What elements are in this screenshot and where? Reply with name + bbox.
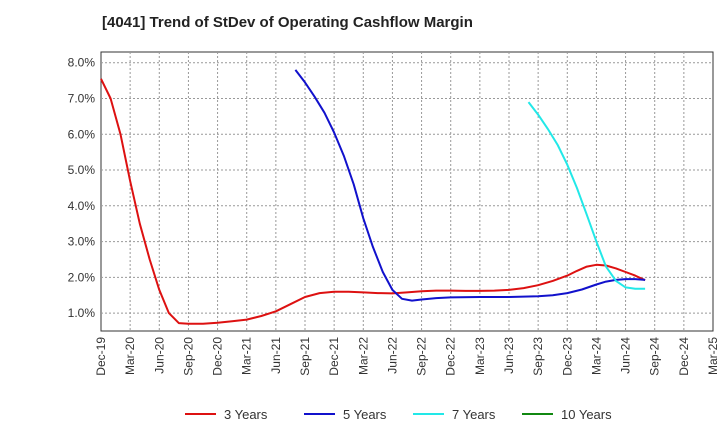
plot-area (100, 51, 714, 332)
chart-title: [4041] Trend of StDev of Operating Cashf… (102, 14, 473, 31)
x-tick-label: Dec-21 (327, 337, 341, 376)
legend: 3 Years 5 Years 7 Years 10 Years (185, 407, 612, 422)
y-tick-label: 1.0% (68, 306, 96, 320)
y-tick-label: 8.0% (68, 56, 96, 70)
y-axis-ticks: 1.0% 2.0% 3.0% 4.0% 5.0% 6.0% 7.0% 8.0% (68, 56, 96, 320)
x-tick-label: Dec-20 (211, 337, 225, 376)
y-tick-label: 4.0% (68, 199, 96, 213)
x-tick-label: Mar-20 (123, 337, 137, 375)
y-tick-label: 3.0% (68, 235, 96, 249)
legend-label: 10 Years (561, 407, 612, 422)
x-axis-ticks: Dec-19 Mar-20 Jun-20 Sep-20 Dec-20 Mar-21 Jun-… (94, 337, 720, 376)
x-tick-label: Dec-23 (560, 337, 574, 376)
x-tick-label: Sep-21 (298, 337, 312, 376)
x-tick-label: Jun-21 (269, 337, 283, 374)
x-tick-label: Jun-23 (502, 337, 516, 374)
series-lines (100, 69, 646, 325)
plot-frame (100, 51, 714, 332)
legend-label: 3 Years (224, 407, 268, 422)
x-tick-label: Sep-23 (531, 337, 545, 376)
series-line-2 (294, 69, 646, 302)
x-tick-label: Sep-24 (648, 337, 662, 376)
y-tick-label: 5.0% (68, 163, 96, 177)
series-line-3 (527, 101, 646, 290)
x-tick-label: Mar-23 (473, 337, 487, 375)
legend-label: 7 Years (452, 407, 496, 422)
y-tick-label: 2.0% (68, 270, 96, 284)
x-tick-label: Sep-20 (181, 337, 195, 376)
grid-lines (101, 52, 713, 331)
x-tick-label: Mar-24 (589, 337, 603, 375)
x-tick-label: Sep-22 (415, 337, 429, 376)
x-tick-label: Jun-22 (385, 337, 399, 374)
x-tick-label: Dec-19 (94, 337, 108, 376)
x-tick-label: Dec-22 (444, 337, 458, 376)
legend-label: 5 Years (343, 407, 387, 422)
x-tick-label: Jun-20 (152, 337, 166, 374)
x-tick-label: Jun-24 (619, 337, 633, 374)
y-tick-label: 6.0% (68, 127, 96, 141)
x-tick-label: Dec-24 (677, 337, 691, 376)
x-tick-label: Mar-21 (240, 337, 254, 375)
y-tick-label: 7.0% (68, 92, 96, 106)
series-line-1 (100, 78, 646, 325)
x-tick-label: Mar-22 (356, 337, 370, 375)
x-tick-label: Mar-25 (706, 337, 720, 375)
